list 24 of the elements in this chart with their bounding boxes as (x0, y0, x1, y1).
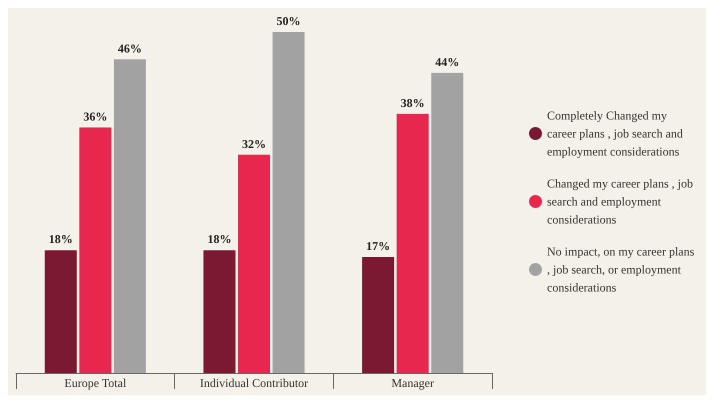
bar (431, 72, 464, 373)
data-label: 38% (400, 96, 425, 110)
bar (44, 250, 77, 373)
data-label: 32% (242, 136, 266, 151)
data-label: 18% (207, 232, 232, 246)
bar (79, 127, 112, 373)
x-tick-label: Europe Total (64, 376, 127, 390)
legend-label: Changed my career plans , job search and employment considerations (547, 176, 696, 226)
bar (114, 59, 146, 373)
data-label: 36% (83, 109, 108, 124)
legend-label: Completely Changed my career plans , job search and employment considerations (547, 108, 686, 158)
bar (203, 250, 236, 373)
data-label: 44% (435, 54, 460, 69)
data-label: 18% (48, 232, 73, 246)
bar (362, 257, 394, 373)
x-tick-label: Individual Contributor (200, 376, 308, 390)
bar (272, 32, 305, 373)
data-label: 50% (276, 14, 301, 28)
data-label: 46% (118, 41, 142, 56)
data-label: 17% (366, 239, 390, 254)
legend-label: No impact, on my career plans, job search, or employment considerations (547, 244, 695, 294)
bar (396, 114, 429, 373)
x-tick-label: Manager (391, 376, 434, 390)
bar (238, 154, 270, 373)
